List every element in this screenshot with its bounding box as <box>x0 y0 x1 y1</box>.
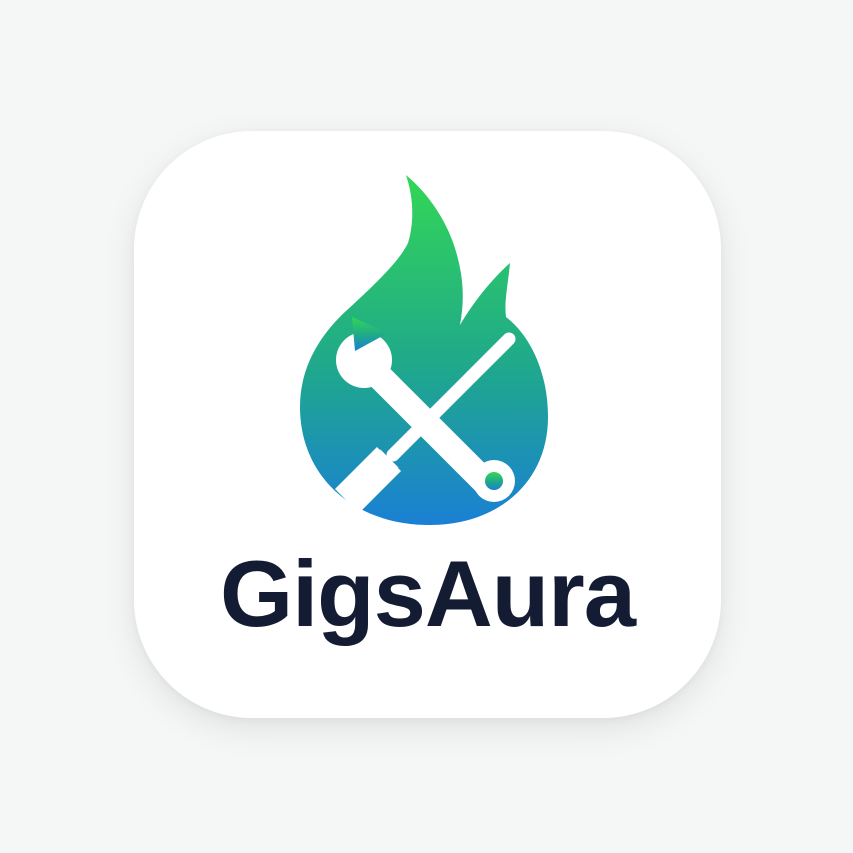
app-icon-tile: GigsAura <box>134 131 721 718</box>
app-name: GigsAura <box>219 541 636 646</box>
wrench-icon <box>336 317 515 502</box>
logo-mark <box>300 175 548 525</box>
screwdriver-icon <box>334 332 516 514</box>
flame-icon <box>300 175 548 525</box>
